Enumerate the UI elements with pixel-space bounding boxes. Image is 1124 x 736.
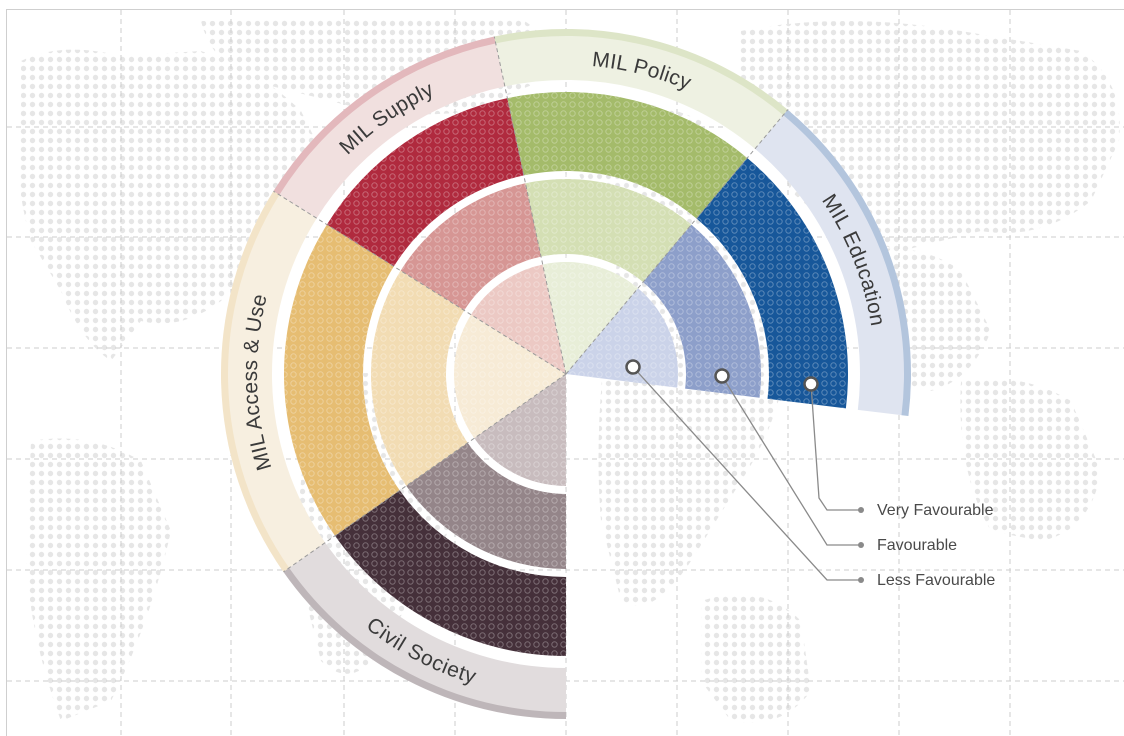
leader-end-dot <box>858 577 864 583</box>
segment-education <box>566 109 911 417</box>
level-marker-core <box>808 381 814 387</box>
policy-texture <box>507 92 748 374</box>
divider-line <box>283 373 567 573</box>
supply-label-band <box>273 36 505 219</box>
segment-access <box>221 191 566 572</box>
access-rim <box>221 191 290 572</box>
mil-wheel <box>221 28 911 719</box>
education-texture <box>566 157 848 409</box>
diagram-frame: MIL Supply MIL Policy MIL Education Civil S… <box>6 9 1124 736</box>
leader-end-dot <box>858 542 864 548</box>
legend-label-outer: Very Favourable <box>877 502 994 519</box>
divider-line <box>493 36 567 375</box>
level-marker-core <box>719 373 725 379</box>
legend-label-middle: Favourable <box>877 537 957 554</box>
leader-line <box>721 375 859 546</box>
leader-end-dot <box>858 507 864 513</box>
leader-line <box>810 383 859 511</box>
access-texture <box>284 224 566 536</box>
segment-civil <box>283 374 566 719</box>
policy-label-band <box>494 28 788 149</box>
segment-policy <box>494 28 788 374</box>
leader-line <box>632 366 859 581</box>
divider-line <box>273 190 567 375</box>
civil-label-band <box>283 542 566 719</box>
legend: Very Favourable Favourable Less Favourable <box>625 359 995 589</box>
legend-item-middle: Favourable <box>714 368 957 554</box>
policy-rim <box>494 28 788 116</box>
segment-dividers <box>273 36 789 573</box>
legend-label-inner: Less Favourable <box>877 572 995 589</box>
legend-item-outer: Very Favourable <box>803 376 994 519</box>
segment-supply <box>273 36 566 374</box>
education-rim <box>783 109 911 417</box>
civil-texture <box>334 374 566 656</box>
access-label-band <box>221 191 326 572</box>
legend-item-inner: Less Favourable <box>625 359 995 589</box>
divider-line <box>565 109 789 375</box>
education-label-band <box>754 109 911 417</box>
supply-texture <box>326 98 566 374</box>
level-marker-core <box>630 364 636 370</box>
